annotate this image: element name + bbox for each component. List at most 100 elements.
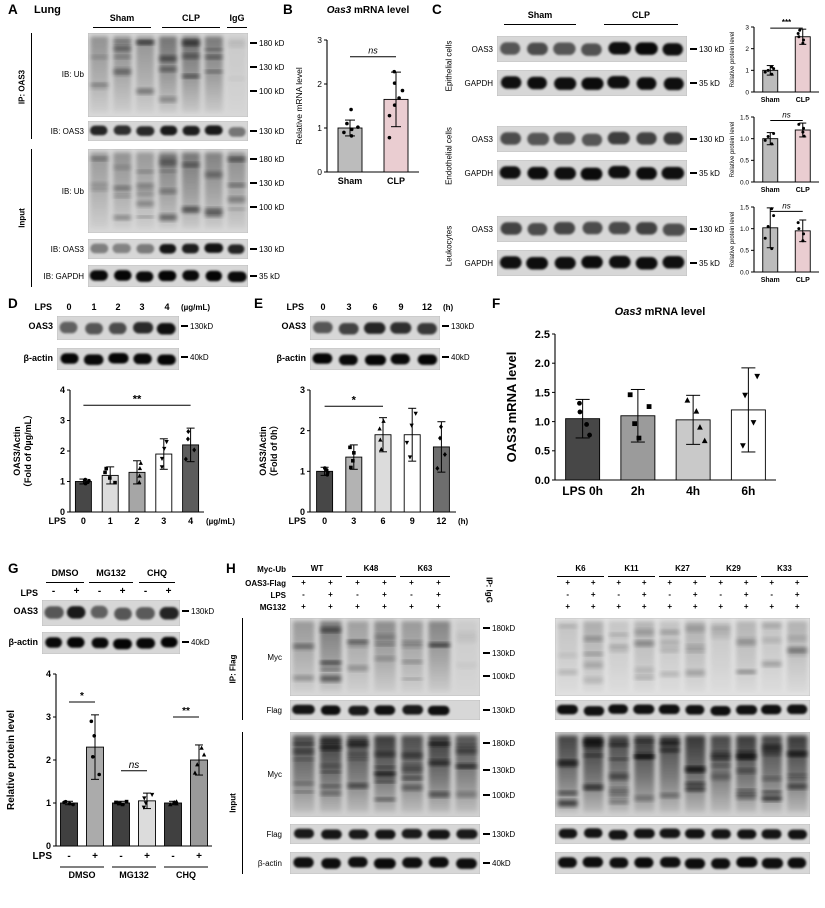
panel-d-dose-unit: (µg/mL): [181, 303, 211, 312]
panel-h-ip-flag-label: Flag: [266, 706, 282, 715]
svg-text:9: 9: [410, 516, 415, 526]
svg-text:3: 3: [745, 24, 749, 31]
svg-text:0: 0: [745, 89, 749, 96]
panel-h-label: H: [226, 561, 236, 576]
panel-c-leukocyte-gapdh-blot: [497, 250, 687, 276]
mw-label: 35 kD: [250, 272, 280, 281]
panel-b-title-gene: Oas3: [326, 5, 352, 16]
panel-h-cond-sign: -: [356, 590, 359, 599]
svg-text:LPS: LPS: [48, 516, 66, 526]
svg-text:4: 4: [188, 516, 193, 526]
panel-c-endothelial-gapdh-blot: [497, 160, 687, 186]
panel-h-ub-type-header: WT: [310, 564, 324, 573]
svg-text:（Fold of 0h）: （Fold of 0h）: [269, 421, 279, 482]
panel-h-cond-sign: +: [641, 602, 647, 611]
panel-h-cond-sign: +: [743, 590, 749, 599]
panel-h-right-ip-flag-blot: [555, 700, 810, 720]
panel-g-lps-sign: -: [97, 586, 102, 597]
mw-label: 40kD: [181, 353, 209, 362]
panel-h-cond-sign: +: [565, 602, 571, 611]
panel-a-group-header: Sham: [109, 13, 135, 23]
panel-h-cond-sign: +: [692, 602, 698, 611]
svg-text:4h: 4h: [686, 484, 700, 498]
svg-text:0.0: 0.0: [740, 179, 749, 186]
panel-g-oas3-blot: [42, 600, 180, 626]
svg-text:LPS 0h: LPS 0h: [562, 484, 603, 498]
svg-text:0: 0: [46, 841, 51, 851]
panel-a-row-oas3-ip: IB: OAS3: [50, 127, 84, 136]
svg-text:3: 3: [300, 385, 305, 395]
panel-g-label: G: [8, 561, 19, 576]
panel-h-cond-sign: +: [328, 578, 333, 587]
panel-g-row-actin: β-actin: [8, 637, 39, 647]
svg-text:6h: 6h: [741, 484, 755, 498]
panel-d-actin-blot: [57, 348, 179, 370]
mw-label: 130 kD: [690, 45, 724, 54]
mw-label: 130 kD: [250, 179, 284, 188]
panel-b-title: Oas3 mRNA level: [327, 5, 409, 17]
svg-text:0.5: 0.5: [740, 158, 749, 165]
panel-h-ub-type-rule: [608, 576, 655, 578]
panel-h-cond-sign: +: [692, 578, 698, 587]
panel-h-cond-sign: +: [355, 578, 360, 587]
panel-g-group-rule: [46, 582, 84, 584]
panel-h-ub-type-rule: [710, 576, 757, 578]
panel-e-lps-label: LPS: [286, 302, 304, 312]
svg-text:2: 2: [134, 516, 139, 526]
panel-h-cond-sign: -: [719, 590, 723, 599]
svg-text:1.5: 1.5: [740, 114, 749, 121]
panel-c-group-rule: [504, 24, 576, 26]
panel-h-cond-sign: +: [436, 578, 441, 587]
panel-g-lps-label: LPS: [20, 588, 38, 598]
svg-text:2: 2: [46, 755, 51, 765]
mw-label: 100 kD: [250, 203, 284, 212]
panel-h-ub-type-rule: [761, 576, 808, 578]
svg-text:1.0: 1.0: [740, 136, 749, 143]
mw-label: 35 kD: [690, 79, 720, 88]
svg-text:+: +: [92, 851, 98, 862]
panel-c-group-rule: [604, 24, 678, 26]
panel-c-row-gapdh: GAPDH: [464, 79, 493, 88]
svg-text:OAS3/Actin: OAS3/Actin: [258, 426, 268, 476]
svg-text:1: 1: [745, 68, 749, 75]
svg-text:0: 0: [300, 507, 305, 517]
mw-label: 180 kD: [250, 39, 284, 48]
panel-h-cond-sign: +: [718, 578, 724, 587]
panel-c-leukocyte-chart: 0.0 0.5 1.0 1.5 Sham CLP ns Relative protein le…: [728, 194, 823, 286]
svg-text:Relative protein level: Relative protein level: [730, 122, 736, 178]
panel-g-lps-sign: +: [119, 586, 126, 597]
panel-h-input-bracket: [242, 732, 244, 874]
panel-h-cond-sign: +: [794, 602, 800, 611]
panel-h-cond-sign: +: [382, 578, 387, 587]
panel-a-input-bracket: [31, 149, 33, 287]
panel-h-cond-sign: +: [409, 578, 414, 587]
mw-label: 130kD: [483, 766, 515, 775]
panel-h-in-actin-label: β-actin: [257, 859, 282, 868]
panel-h-cond-sign: +: [565, 578, 571, 587]
panel-c-epithelial-gapdh-blot: [497, 70, 687, 96]
panel-c-leukocyte-oas3-blot: [497, 216, 687, 242]
panel-a-input-gapdh-blot: [88, 265, 248, 287]
svg-text:LPS: LPS: [288, 516, 306, 526]
svg-text:***: ***: [782, 18, 792, 27]
svg-text:0.5: 0.5: [535, 446, 550, 458]
panel-g-row-oas3: OAS3: [13, 606, 38, 616]
panel-h-right-input-flag-blot: [555, 824, 810, 844]
panel-h-cond-sign: +: [328, 590, 333, 599]
svg-text:-: -: [67, 851, 70, 862]
svg-text:2.5: 2.5: [535, 329, 550, 341]
panel-c-row-gapdh: GAPDH: [464, 169, 493, 178]
mw-label: 35 kD: [690, 169, 720, 178]
mw-label: 130kD: [442, 322, 474, 331]
svg-text:OAS3 mRNA level: OAS3 mRNA level: [504, 352, 519, 463]
panel-h-ip-myc-label: Myc: [267, 653, 282, 662]
panel-h-ub-type-header: K48: [363, 564, 379, 573]
panel-h-cond-sign: +: [382, 590, 387, 599]
mw-label: 130kD: [483, 706, 515, 715]
panel-h-ub-type-header: K27: [675, 564, 690, 573]
svg-text:0: 0: [81, 516, 86, 526]
panel-f-chart: 0.0 0.5 1.0 1.5 2.0 2.5 LPS 0h 2h 4h 6h OAS3 mRNA …: [500, 322, 790, 522]
panel-h-ub-type-header: K6: [575, 564, 586, 573]
panel-h-cond-sign: -: [566, 590, 570, 599]
